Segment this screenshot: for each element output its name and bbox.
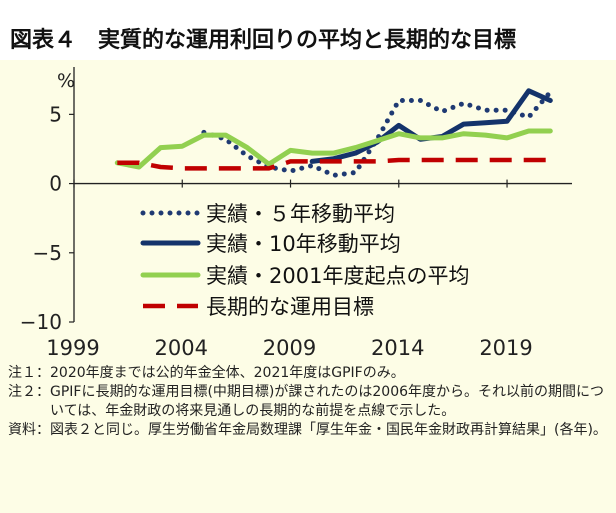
axes: 5 0 −5 −10% 1999 2004 2009 2014 2019 [20,67,572,360]
notes: 注１： 2020年度までは公的年金全体、2021年度はGPIFのみ。 注２： G… [8,364,608,440]
note-2-label: 注２： [8,384,50,400]
legend-label-2: 実績・10年移動平均 [206,232,401,256]
note-1-text: 2020年度までは公的年金全体、2021年度はGPIFのみ。 [50,365,405,381]
y-unit-label: % [57,70,75,92]
legend: 実績・５年移動平均実績・10年移動平均実績・2001年度起点の平均長期的な運用目… [140,202,469,319]
chart-title: 図表４ 実質的な運用利回りの平均と長期的な目標 [10,28,517,53]
line-chart: 50−5−10%1999 2004 2009 2014 2019 実績・５年移動平均実績… [0,60,616,360]
x-tick-label: 2004 [155,336,208,360]
series-line-3 [114,128,553,170]
source-label: 資料： [8,422,50,438]
y-tick-label: 0 [49,172,62,196]
source-text: 図表２と同じ。厚生労働省年金局数理課「厚生年金・国民年金財政再計算結果」(各年)… [50,422,607,438]
note-1-label: 注１： [8,365,50,381]
note-2: 注２： GPIFに長期的な運用目標(中期目標)が課されたのは2006年度から。そ… [8,383,608,421]
x-tick-label: 2014 [371,336,424,360]
x-tick-label: 2019 [479,336,532,360]
note-2-text: GPIFに長期的な運用目標(中期目標)が課されたのは2006年度から。それ以前の… [50,384,605,419]
source-note: 資料： 図表２と同じ。厚生労働省年金局数理課「厚生年金・国民年金財政再計算結果」… [8,421,608,440]
legend-label-1: 実績・５年移動平均 [206,202,395,226]
series-layer [114,88,553,178]
y-tick-label: −10 [20,310,62,334]
legend-label-4: 長期的な運用目標 [206,295,374,319]
title-bar: 図表４ 実質的な運用利回りの平均と長期的な目標 [0,0,616,60]
y-tick-label: 5 [49,102,62,126]
note-1: 注１： 2020年度までは公的年金全体、2021年度はGPIFのみ。 [8,364,608,383]
series-line-4 [117,157,551,171]
y-tick-label: −5 [33,241,62,265]
x-tick-label: 2009 [263,336,316,360]
x-tick-label: 1999 [46,336,99,360]
legend-label-3: 実績・2001年度起点の平均 [206,264,469,288]
